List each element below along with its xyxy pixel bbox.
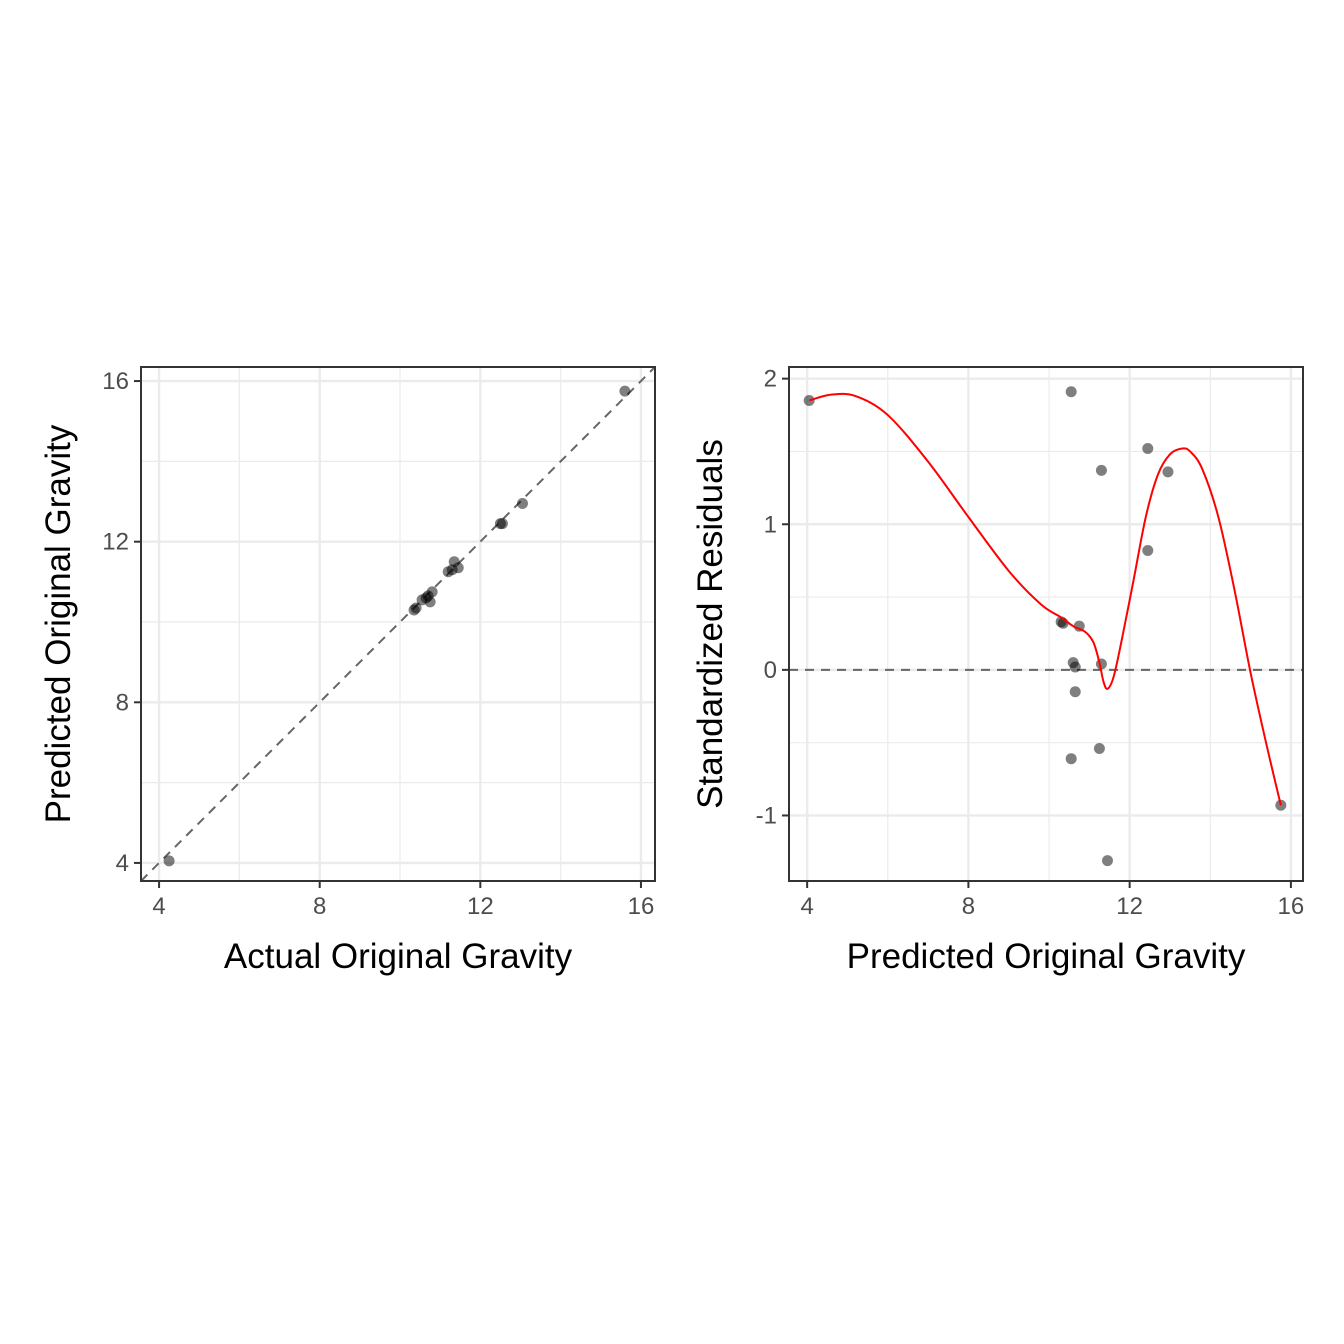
y-tick-label: 0	[764, 657, 777, 684]
x-tick-label: 8	[962, 893, 975, 920]
y-tick-label: 16	[102, 368, 129, 395]
data-point	[163, 855, 175, 867]
x-axis-title: Actual Original Gravity	[224, 937, 573, 976]
x-axis-title: Predicted Original Gravity	[847, 937, 1246, 976]
plot-area	[141, 367, 655, 881]
x-tick-label: 8	[313, 893, 326, 920]
panel-border	[788, 366, 1304, 882]
data-point	[1093, 742, 1105, 754]
x-tick-label: 16	[628, 893, 655, 920]
y-tick-label: 12	[102, 529, 129, 556]
x-tick-label: 4	[152, 893, 165, 920]
data-point	[452, 562, 464, 574]
x-tick-label: 12	[1116, 893, 1143, 920]
data-point	[1095, 464, 1107, 476]
x-tick-label: 12	[467, 893, 494, 920]
data-point	[516, 498, 528, 510]
left-panel-actual-vs-predicted: 4 8 12 16 4 8 12 16 Actual Original Gravity Predi…	[39, 366, 656, 976]
data-point	[496, 518, 508, 530]
panel-border	[140, 366, 656, 882]
data-point	[1069, 686, 1081, 698]
y-tick-label: 4	[116, 850, 129, 877]
data-point	[1162, 466, 1174, 478]
smoothing-curve	[808, 392, 1282, 806]
data-point	[1069, 661, 1081, 673]
data-point	[1065, 753, 1077, 765]
data-point	[1073, 620, 1085, 632]
data-point	[1142, 544, 1154, 556]
data-point	[1142, 443, 1154, 455]
data-point	[410, 602, 422, 614]
y-tick-label: 2	[764, 366, 777, 393]
y-axis-title: Standardized Residuals	[691, 439, 730, 809]
data-point	[426, 586, 438, 598]
y-axis-title: Predicted Original Gravity	[39, 424, 78, 823]
x-tick-label: 16	[1278, 893, 1305, 920]
y-tick-label: -1	[756, 802, 777, 829]
plot-area	[789, 367, 1303, 881]
data-point	[1065, 386, 1077, 398]
y-tick-label: 1	[764, 511, 777, 538]
data-point	[619, 385, 631, 397]
y-tick-label: 8	[116, 689, 129, 716]
x-tick-label: 4	[800, 893, 813, 920]
data-point	[424, 596, 436, 608]
data-point	[1101, 855, 1113, 867]
